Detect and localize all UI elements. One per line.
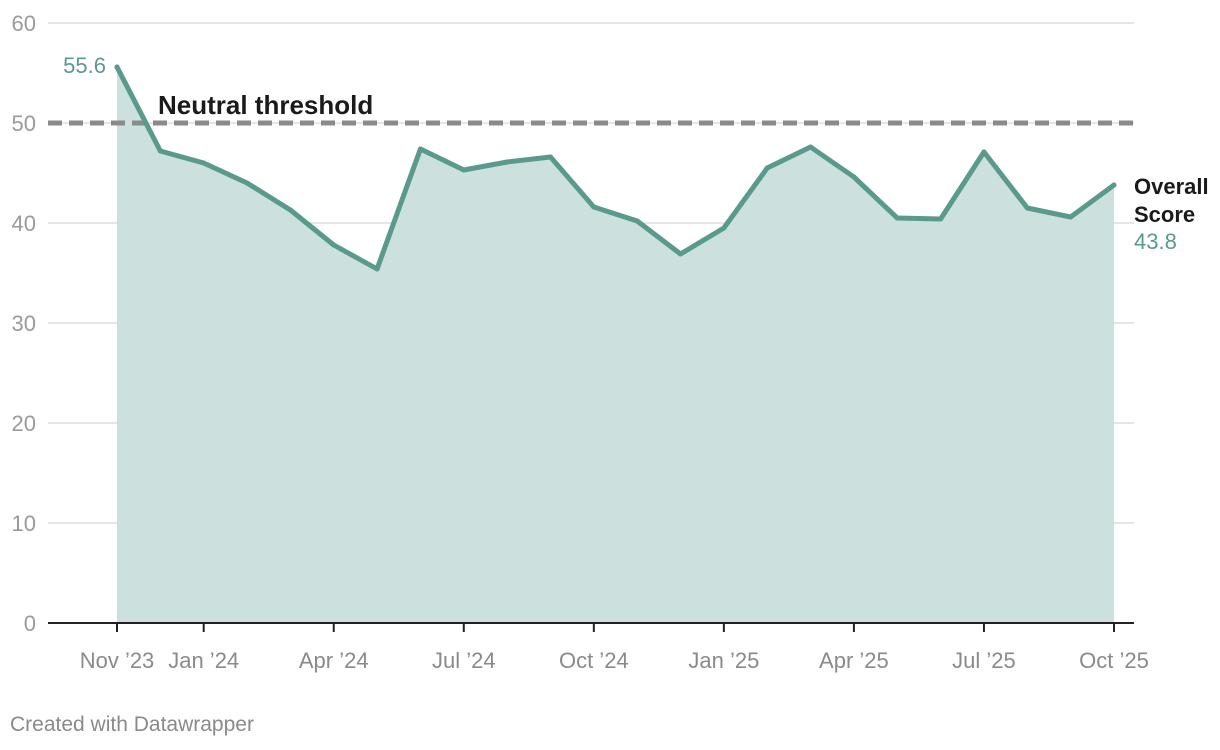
credit-footer[interactable]: Created with Datawrapper [10, 713, 254, 736]
data-point [244, 180, 250, 186]
data-point [374, 266, 380, 272]
x-tick-label: Nov ’23 [80, 648, 155, 673]
series-line [114, 64, 1117, 272]
x-tick-label: Jul ’24 [432, 648, 496, 673]
x-tick-label: Oct ’25 [1079, 648, 1149, 673]
data-point [1024, 205, 1030, 211]
data-point [547, 154, 553, 160]
x-tick-label: Jan ’24 [168, 648, 239, 673]
data-point [808, 144, 814, 150]
data-point [114, 64, 120, 70]
data-point [417, 146, 423, 152]
series-name-label-line1: Overall [1134, 174, 1209, 199]
y-tick-label: 30 [12, 311, 36, 336]
x-tick-label: Jan ’25 [688, 648, 759, 673]
y-tick-label: 20 [12, 411, 36, 436]
x-tick-label: Apr ’25 [819, 648, 889, 673]
data-point [201, 160, 207, 166]
y-tick-label: 10 [12, 511, 36, 536]
data-point [504, 159, 510, 165]
data-point [981, 149, 987, 155]
data-point [157, 148, 163, 154]
data-point [287, 207, 293, 213]
data-point [591, 204, 597, 210]
threshold-label: Neutral threshold [158, 90, 373, 120]
x-tick-label: Oct ’24 [559, 648, 629, 673]
data-point [894, 215, 900, 221]
y-axis-ticks: 0 10 20 30 40 50 60 [12, 11, 36, 636]
data-point [461, 167, 467, 173]
x-tick-label: Jul ’25 [952, 648, 1016, 673]
first-value-label: 55.6 [63, 53, 106, 78]
data-point [634, 218, 640, 224]
data-points [114, 64, 1117, 272]
line-area-chart: Neutral threshold 0 10 20 30 40 50 60 Nov ’23 J… [12, 11, 1209, 673]
data-point [1111, 182, 1117, 188]
y-tick-label: 50 [12, 111, 36, 136]
x-axis-ticks: Nov ’23 Jan ’24 Apr ’24 Jul ’24 Oct ’24 Jan ’… [80, 623, 1149, 673]
data-point [1068, 214, 1074, 220]
last-value-label: 43.8 [1134, 229, 1177, 254]
data-point [331, 242, 337, 248]
data-point [678, 251, 684, 257]
data-point [764, 165, 770, 171]
data-point [721, 225, 727, 231]
y-tick-label: 60 [12, 11, 36, 36]
area-fill [117, 67, 1114, 623]
series-name-label-line2: Score [1134, 202, 1195, 227]
data-point [851, 174, 857, 180]
data-point [938, 216, 944, 222]
y-tick-label: 0 [24, 611, 36, 636]
x-tick-label: Apr ’24 [299, 648, 369, 673]
y-tick-label: 40 [12, 211, 36, 236]
